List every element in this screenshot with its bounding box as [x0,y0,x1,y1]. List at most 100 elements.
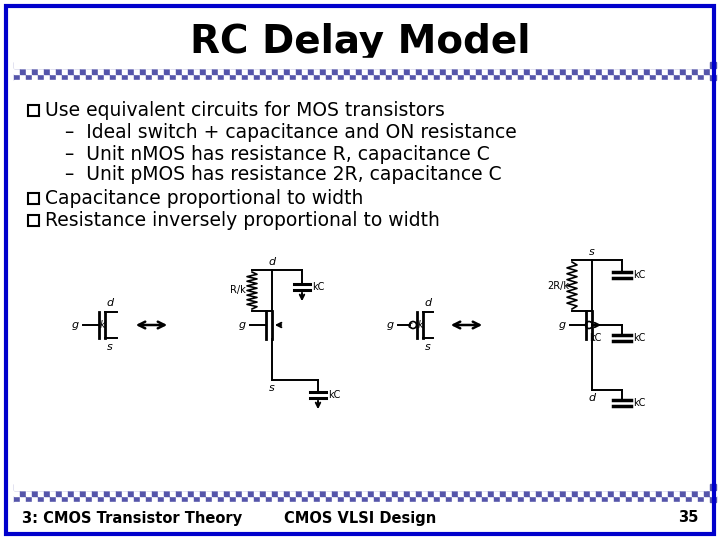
Bar [662,74,668,80]
Bar [626,490,632,496]
Bar [290,62,296,68]
Text: –  Ideal switch + capacitance and ON resistance: – Ideal switch + capacitance and ON resi… [65,124,517,143]
Bar [20,74,26,80]
Bar [434,496,440,502]
Bar [704,484,710,490]
Bar [368,62,374,68]
Bar [530,496,536,502]
Bar [140,490,146,496]
Bar [206,74,212,80]
Bar [116,74,122,80]
Bar [662,490,668,496]
Bar [134,484,140,490]
Bar [584,496,590,502]
Bar [266,496,272,502]
Bar [284,490,290,496]
Bar [200,62,206,68]
Bar [524,74,530,80]
Bar [596,496,602,502]
Bar [590,68,596,74]
Bar [578,68,584,74]
Bar [482,74,488,80]
Bar [122,68,128,74]
Bar [410,490,416,496]
Bar [68,490,74,496]
Bar [602,484,608,490]
Bar [254,74,260,80]
Bar [368,484,374,490]
Bar [686,74,692,80]
Bar [146,68,152,74]
Bar [680,490,686,496]
Bar [704,62,710,68]
Bar [200,74,206,80]
Bar [638,496,644,502]
Bar [236,68,242,74]
Bar [14,496,20,502]
Bar [698,496,704,502]
Bar [410,68,416,74]
Bar [482,62,488,68]
Bar [536,496,542,502]
Bar [662,68,668,74]
Bar [14,68,20,74]
Text: kC: kC [633,333,645,343]
Bar [686,496,692,502]
Bar [68,496,74,502]
Bar [476,68,482,74]
Bar [572,496,578,502]
Bar [458,490,464,496]
Bar [38,68,44,74]
Bar [620,496,626,502]
Bar [470,68,476,74]
Bar [434,74,440,80]
Bar [464,490,470,496]
Bar [164,490,170,496]
Bar [590,484,596,490]
Bar [116,496,122,502]
Bar [50,496,56,502]
Bar [530,484,536,490]
Bar [266,68,272,74]
Bar [488,484,494,490]
Bar [464,74,470,80]
Bar [338,484,344,490]
Bar [686,62,692,68]
Bar [44,62,50,68]
Bar [290,496,296,502]
Bar [470,496,476,502]
Bar [386,490,392,496]
Bar [266,74,272,80]
Bar [476,62,482,68]
Bar [86,62,92,68]
Bar [128,68,134,74]
Bar [176,496,182,502]
Bar [404,496,410,502]
Bar [314,490,320,496]
Bar [128,484,134,490]
Bar [704,496,710,502]
Bar [176,62,182,68]
Bar [248,62,254,68]
Bar [314,62,320,68]
Bar [464,62,470,68]
Bar [422,68,428,74]
Bar [38,490,44,496]
Bar [182,68,188,74]
Bar [584,74,590,80]
Bar [92,68,98,74]
Bar [440,496,446,502]
Bar [542,62,548,68]
Bar [152,496,158,502]
Bar [608,484,614,490]
Bar [548,74,554,80]
Bar [608,490,614,496]
Bar [14,58,706,68]
Bar [248,490,254,496]
Text: kC: kC [328,390,341,400]
Bar [398,484,404,490]
Bar [218,484,224,490]
Bar [296,74,302,80]
Bar [344,62,350,68]
Bar [230,74,236,80]
